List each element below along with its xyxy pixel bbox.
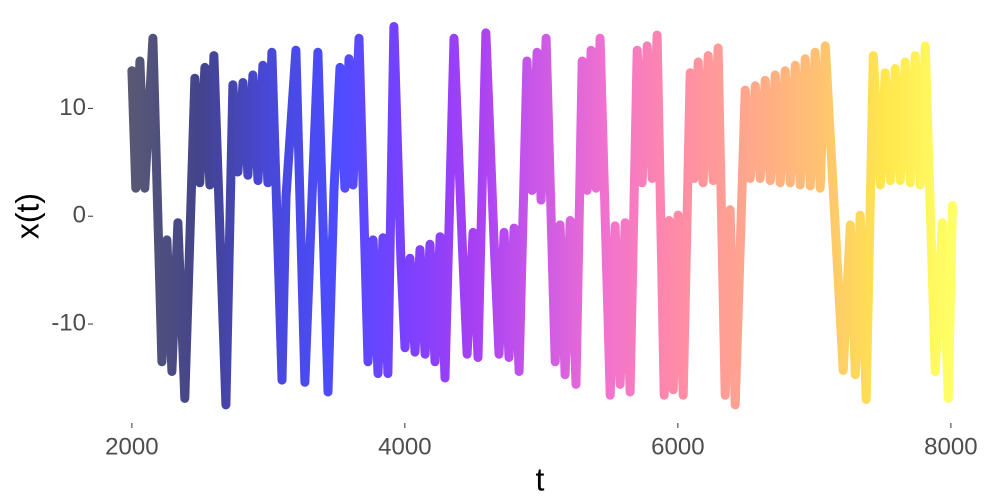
y-axis-title: x(t)	[9, 193, 45, 239]
y-tick-label: 10	[59, 94, 86, 121]
x-tick-label: 6000	[651, 433, 704, 460]
line	[127, 22, 957, 410]
y-tick-label: 0	[73, 202, 86, 229]
x-tick-label: 8000	[924, 433, 977, 460]
y-tick-label: -10	[51, 309, 86, 336]
x-axis-title: t	[536, 461, 545, 497]
x-tick-label: 4000	[378, 433, 431, 460]
x-tick-label: 2000	[105, 433, 158, 460]
